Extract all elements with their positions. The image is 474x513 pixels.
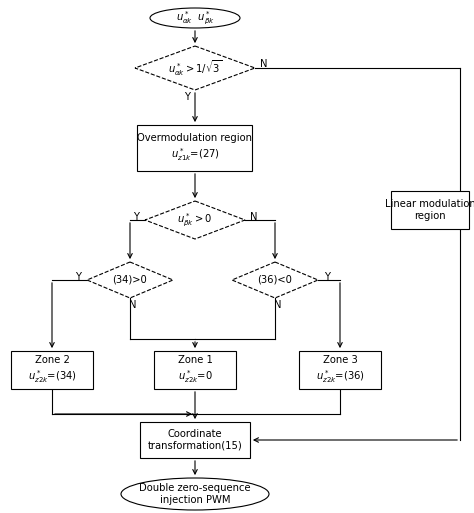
Text: N: N — [274, 300, 282, 310]
Text: $u^*_{\beta k}$$>0$: $u^*_{\beta k}$$>0$ — [177, 211, 212, 229]
Text: (36)<0: (36)<0 — [257, 275, 292, 285]
Polygon shape — [145, 201, 245, 239]
Bar — [391, 191, 469, 229]
Bar — [140, 422, 250, 458]
Text: Zone 2
$u^*_{z2k}$=(34): Zone 2 $u^*_{z2k}$=(34) — [27, 356, 76, 385]
Text: Y: Y — [75, 272, 81, 282]
Polygon shape — [232, 262, 318, 298]
Text: N: N — [129, 300, 137, 310]
Bar — [154, 351, 236, 389]
Text: N: N — [260, 59, 268, 69]
Text: Y: Y — [133, 212, 139, 222]
Text: Double zero-sequence
injection PWM: Double zero-sequence injection PWM — [139, 483, 251, 505]
Polygon shape — [87, 262, 173, 298]
Text: Zone 3
$u^*_{z2k}$=(36): Zone 3 $u^*_{z2k}$=(36) — [316, 356, 365, 385]
Bar — [299, 351, 381, 389]
Text: Coordinate
transformation(15): Coordinate transformation(15) — [147, 429, 242, 451]
Ellipse shape — [121, 478, 269, 510]
Text: Overmodulation region
$u^*_{z1k}$=(27): Overmodulation region $u^*_{z1k}$=(27) — [137, 133, 253, 163]
Text: $u^*_{\alpha k}$$>1/\sqrt{3}$: $u^*_{\alpha k}$$>1/\sqrt{3}$ — [168, 58, 222, 78]
Text: (34)>0: (34)>0 — [113, 275, 147, 285]
Text: Y: Y — [324, 272, 330, 282]
Text: Linear modulation
region: Linear modulation region — [384, 199, 474, 221]
Text: N: N — [250, 212, 258, 222]
Text: Y: Y — [184, 92, 190, 102]
Polygon shape — [135, 46, 255, 90]
Text: Zone 1
$u^*_{z2k}$=0: Zone 1 $u^*_{z2k}$=0 — [178, 356, 212, 385]
Bar — [11, 351, 93, 389]
Bar — [137, 125, 253, 171]
Text: $u^*_{\alpha k}$  $u^*_{\beta k}$: $u^*_{\alpha k}$ $u^*_{\beta k}$ — [176, 9, 214, 27]
Ellipse shape — [150, 8, 240, 28]
